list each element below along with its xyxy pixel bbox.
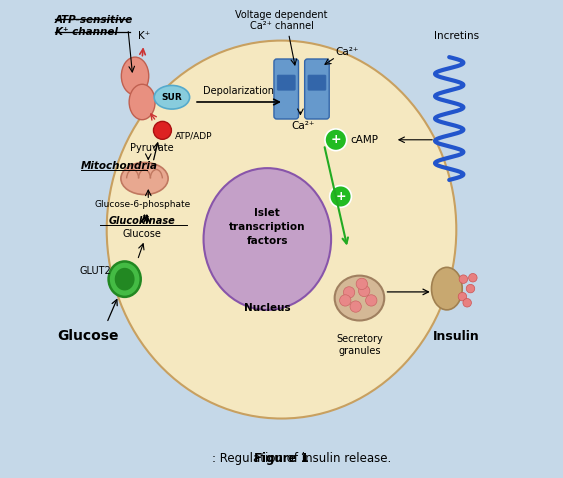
Ellipse shape xyxy=(334,276,385,320)
Circle shape xyxy=(458,293,467,301)
Circle shape xyxy=(343,287,355,298)
Circle shape xyxy=(330,185,351,207)
Text: ATP-sensitive: ATP-sensitive xyxy=(55,15,133,24)
Circle shape xyxy=(463,299,471,307)
Text: Insulin: Insulin xyxy=(433,330,480,343)
Text: Nucleus: Nucleus xyxy=(244,303,291,313)
Text: SUR: SUR xyxy=(162,93,182,102)
Text: : Regulation of insulin release.: : Regulation of insulin release. xyxy=(212,452,391,465)
Ellipse shape xyxy=(154,86,190,109)
Text: K⁺: K⁺ xyxy=(138,31,151,41)
Ellipse shape xyxy=(109,261,141,297)
Circle shape xyxy=(339,295,351,306)
Text: GLUT2: GLUT2 xyxy=(79,266,111,276)
Text: Ca²⁺: Ca²⁺ xyxy=(336,47,359,57)
Text: +: + xyxy=(335,189,346,203)
Ellipse shape xyxy=(129,84,155,120)
Ellipse shape xyxy=(121,163,168,195)
Text: Glucokinase: Glucokinase xyxy=(109,216,176,226)
Circle shape xyxy=(325,129,347,151)
Text: Glucose: Glucose xyxy=(57,329,119,343)
Circle shape xyxy=(350,301,361,312)
Circle shape xyxy=(468,273,477,282)
Text: cAMP: cAMP xyxy=(350,135,378,145)
Text: Incretins: Incretins xyxy=(434,31,479,41)
Circle shape xyxy=(359,285,370,297)
Text: Mitochondria: Mitochondria xyxy=(81,161,158,171)
Text: Pyruvate: Pyruvate xyxy=(129,143,173,153)
Text: Ca²⁺: Ca²⁺ xyxy=(291,120,315,130)
Ellipse shape xyxy=(107,41,456,419)
Ellipse shape xyxy=(431,267,462,310)
FancyBboxPatch shape xyxy=(274,59,298,119)
Text: Depolarization: Depolarization xyxy=(203,86,275,96)
Circle shape xyxy=(356,278,368,290)
Text: Islet
transcription
factors: Islet transcription factors xyxy=(229,208,306,246)
FancyBboxPatch shape xyxy=(305,59,329,119)
Circle shape xyxy=(459,275,468,283)
Ellipse shape xyxy=(122,57,149,95)
FancyBboxPatch shape xyxy=(308,75,326,90)
Circle shape xyxy=(466,284,475,293)
Ellipse shape xyxy=(204,168,331,310)
Circle shape xyxy=(365,295,377,306)
Text: Secretory
granules: Secretory granules xyxy=(336,335,383,356)
Circle shape xyxy=(154,121,171,139)
Text: K⁺ channel: K⁺ channel xyxy=(55,27,118,37)
Text: Glucose: Glucose xyxy=(123,229,162,239)
Ellipse shape xyxy=(115,268,135,291)
FancyBboxPatch shape xyxy=(277,75,295,90)
Text: +: + xyxy=(330,133,341,146)
Text: Voltage dependent
Ca²⁺ channel: Voltage dependent Ca²⁺ channel xyxy=(235,10,328,32)
Text: Glucose-6-phosphate: Glucose-6-phosphate xyxy=(94,200,190,209)
Text: ATP/ADP: ATP/ADP xyxy=(175,131,213,141)
Text: Figure 1: Figure 1 xyxy=(254,452,309,465)
